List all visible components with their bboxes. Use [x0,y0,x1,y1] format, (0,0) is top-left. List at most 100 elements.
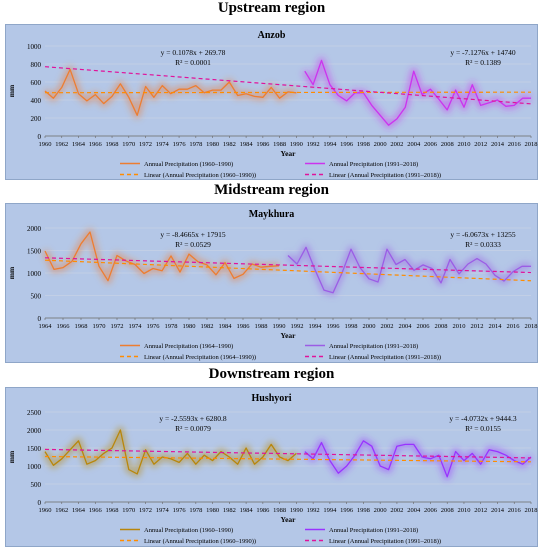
series-line-2 [287,246,531,294]
x-axis-label: Year [281,331,297,340]
x-tick-label: 1990 [290,141,303,148]
x-tick-label: 1988 [273,507,286,514]
x-tick-label: 2010 [457,507,470,514]
x-tick-label: 1970 [122,141,135,148]
x-tick-label: 2014 [491,507,505,514]
x-tick-label: 1996 [327,323,341,330]
x-tick-label: 1970 [93,323,106,330]
chart-title: Anzob [258,30,286,41]
trend-r2-2: R² = 0.0155 [465,424,501,433]
x-tick-label: 2018 [525,507,538,514]
y-tick-label: 1500 [27,248,42,256]
x-tick-label: 1974 [156,507,170,514]
x-tick-label: 1972 [111,323,124,330]
x-tick-label: 1988 [255,323,268,330]
x-tick-label: 2010 [453,323,466,330]
x-tick-label: 1960 [39,141,52,148]
y-tick-label: 1000 [27,463,42,471]
x-tick-label: 2000 [374,141,387,148]
x-tick-label: 2018 [525,141,538,148]
y-tick-label: 400 [31,97,42,105]
x-tick-label: 1984 [240,141,254,148]
x-tick-label: 1968 [106,141,119,148]
chart-title: Hushyori [251,393,291,404]
chart-background [5,203,538,363]
x-tick-label: 1974 [156,141,170,148]
x-tick-label: 2012 [474,507,487,514]
y-tick-label: 500 [31,293,42,301]
trend-equation-1: y = -2.5593x + 6280.8 [159,414,226,423]
x-tick-label: 1992 [307,141,320,148]
x-tick-label: 1978 [165,323,178,330]
legend-label: Linear (Annual Precipitation (1960–1990)… [144,538,256,545]
x-tick-label: 1988 [273,141,286,148]
x-tick-label: 1978 [189,507,202,514]
series-line-1 [44,68,297,116]
x-tick-label: 1962 [55,141,68,148]
series-line-1 [44,429,297,475]
series-line-1 [44,231,280,282]
trend-r2-1: R² = 0.0079 [175,424,211,433]
y-axis-label: mm [7,84,16,97]
x-tick-label: 2000 [363,323,376,330]
x-tick-label: 1994 [323,141,337,148]
y-tick-label: 600 [31,79,42,87]
x-tick-label: 1966 [89,141,103,148]
trend-r2-1: R² = 0.0001 [175,58,211,67]
x-tick-label: 1986 [256,507,270,514]
x-tick-label: 2000 [374,507,387,514]
legend-label: Linear (Annual Precipitation (1964–1990)… [144,354,256,361]
x-tick-label: 1998 [345,323,358,330]
x-tick-label: 1962 [55,507,68,514]
x-tick-label: 2016 [508,507,522,514]
x-tick-label: 1964 [72,141,86,148]
x-tick-label: 1976 [173,507,187,514]
x-tick-label: 2008 [435,323,448,330]
x-tick-label: 2014 [491,141,505,148]
x-tick-label: 1994 [309,323,323,330]
x-tick-label: 2002 [390,141,403,148]
x-tick-label: 1976 [147,323,161,330]
legend-label: Annual Precipitation (1991–2018) [329,527,418,534]
x-tick-label: 1976 [173,141,187,148]
y-tick-label: 1000 [27,43,42,51]
legend-label: Linear (Annual Precipitation (1960–1990)… [144,172,256,179]
x-tick-label: 1990 [290,507,303,514]
x-tick-label: 2010 [457,141,470,148]
chart-title: Maykhura [249,209,295,220]
x-tick-label: 1978 [189,141,202,148]
x-tick-label: 1972 [139,507,152,514]
trend-equation-2: y = -6.0673x + 13255 [450,230,516,239]
x-tick-label: 2016 [508,141,522,148]
x-tick-label: 1964 [72,507,86,514]
y-tick-label: 1000 [27,270,42,278]
x-tick-label: 1968 [106,507,119,514]
x-tick-label: 1992 [291,323,304,330]
x-tick-label: 1970 [122,507,135,514]
x-tick-label: 1998 [357,141,370,148]
x-tick-label: 1966 [89,507,103,514]
legend-label: Annual Precipitation (1991–2018) [329,161,418,168]
y-axis-label: mm [7,266,16,279]
x-tick-label: 2004 [399,323,413,330]
trend-equation-1: y = 0.1078x + 269.78 [161,48,226,57]
x-tick-label: 1968 [75,323,88,330]
x-tick-label: 2012 [474,141,487,148]
x-tick-label: 1984 [219,323,233,330]
x-tick-label: 1990 [273,323,286,330]
x-tick-label: 1980 [183,323,196,330]
legend-label: Annual Precipitation (1960–1990) [144,161,233,168]
x-tick-label: 1998 [357,507,370,514]
x-tick-label: 2016 [507,323,521,330]
legend-label: Linear (Annual Precipitation (1991–2018)… [329,538,441,545]
y-tick-label: 200 [31,115,42,123]
x-tick-label: 2006 [424,141,438,148]
x-tick-label: 1986 [256,141,270,148]
legend-label: Annual Precipitation (1960–1990) [144,527,233,534]
downstream-region-title: Downstream region [208,366,335,382]
trend-equation-2: y = -4.0732x + 9444.3 [449,414,516,423]
x-tick-label: 2012 [471,323,484,330]
x-tick-label: 1974 [129,323,143,330]
